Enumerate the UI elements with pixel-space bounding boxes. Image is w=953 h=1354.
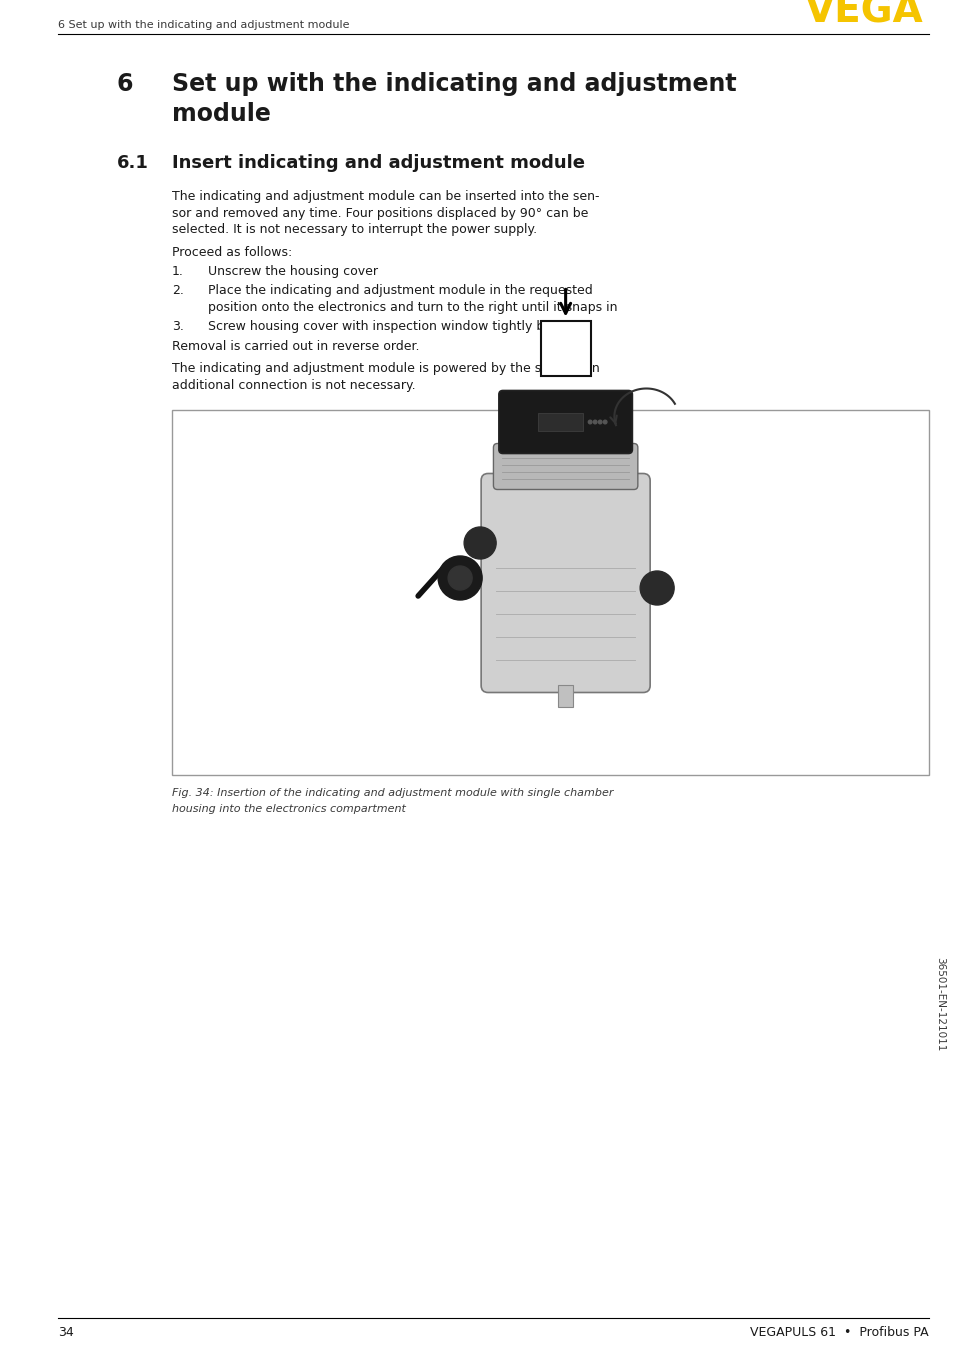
Bar (540, 321, 590, 376)
Text: housing into the electronics compartment: housing into the electronics compartment (172, 804, 405, 814)
Bar (558, 685, 573, 708)
Text: 6: 6 (117, 72, 133, 96)
Text: 36501-EN-121011: 36501-EN-121011 (934, 957, 944, 1051)
Text: 1.: 1. (172, 265, 184, 278)
Text: Proceed as follows:: Proceed as follows: (172, 245, 292, 259)
Text: Fig. 34: Insertion of the indicating and adjustment module with single chamber: Fig. 34: Insertion of the indicating and… (172, 788, 613, 799)
Text: 2.: 2. (172, 284, 184, 298)
Circle shape (602, 420, 606, 424)
Circle shape (639, 571, 674, 605)
Text: The indicating and adjustment module is powered by the sensor, an: The indicating and adjustment module is … (172, 363, 599, 375)
FancyBboxPatch shape (480, 474, 649, 692)
Text: Set up with the indicating and adjustment: Set up with the indicating and adjustmen… (172, 72, 736, 96)
Text: selected. It is not necessary to interrupt the power supply.: selected. It is not necessary to interru… (172, 223, 537, 236)
Text: Removal is carried out in reverse order.: Removal is carried out in reverse order. (172, 340, 419, 353)
Text: Screw housing cover with inspection window tightly back on: Screw housing cover with inspection wind… (208, 321, 585, 333)
Circle shape (448, 566, 472, 590)
Text: VEGA: VEGA (804, 0, 923, 30)
Text: additional connection is not necessary.: additional connection is not necessary. (172, 379, 416, 393)
Bar (172, 410, 928, 776)
Circle shape (437, 556, 481, 600)
Text: Insert indicating and adjustment module: Insert indicating and adjustment module (172, 154, 584, 172)
Text: 3.: 3. (172, 321, 184, 333)
Text: Unscrew the housing cover: Unscrew the housing cover (208, 265, 377, 278)
FancyBboxPatch shape (493, 444, 638, 490)
Bar (537, 413, 582, 431)
Text: 6.1: 6.1 (117, 154, 149, 172)
FancyBboxPatch shape (498, 390, 632, 454)
Text: position onto the electronics and turn to the right until it snaps in: position onto the electronics and turn t… (208, 301, 617, 314)
Text: sor and removed any time. Four positions displaced by 90° can be: sor and removed any time. Four positions… (172, 207, 588, 219)
Circle shape (464, 527, 496, 559)
Circle shape (598, 420, 601, 424)
Circle shape (588, 420, 591, 424)
Circle shape (593, 420, 597, 424)
Text: module: module (172, 102, 271, 126)
Text: VEGAPULS 61  •  Profibus PA: VEGAPULS 61 • Profibus PA (750, 1326, 928, 1339)
Text: Place the indicating and adjustment module in the requested: Place the indicating and adjustment modu… (208, 284, 592, 298)
Text: 6 Set up with the indicating and adjustment module: 6 Set up with the indicating and adjustm… (58, 20, 349, 30)
Text: The indicating and adjustment module can be inserted into the sen-: The indicating and adjustment module can… (172, 190, 598, 203)
Text: 34: 34 (58, 1326, 73, 1339)
